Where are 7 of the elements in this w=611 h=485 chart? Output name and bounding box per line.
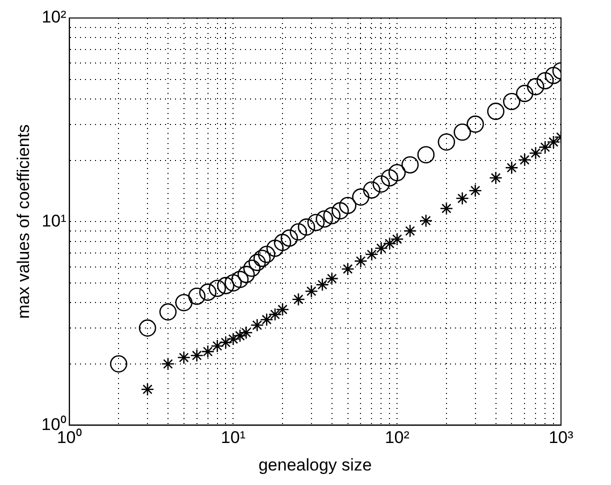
x-axis-title: genealogy size [258,455,372,474]
y-tick-label: 10¹ [42,211,67,230]
x-tick-label: 10² [384,428,410,448]
x-tick-label: 10¹ [220,428,246,448]
x-tick-label: 10³ [548,428,574,448]
y-tick-label: 10² [42,8,67,27]
y-axis-title: max values of coefficients [14,124,33,319]
